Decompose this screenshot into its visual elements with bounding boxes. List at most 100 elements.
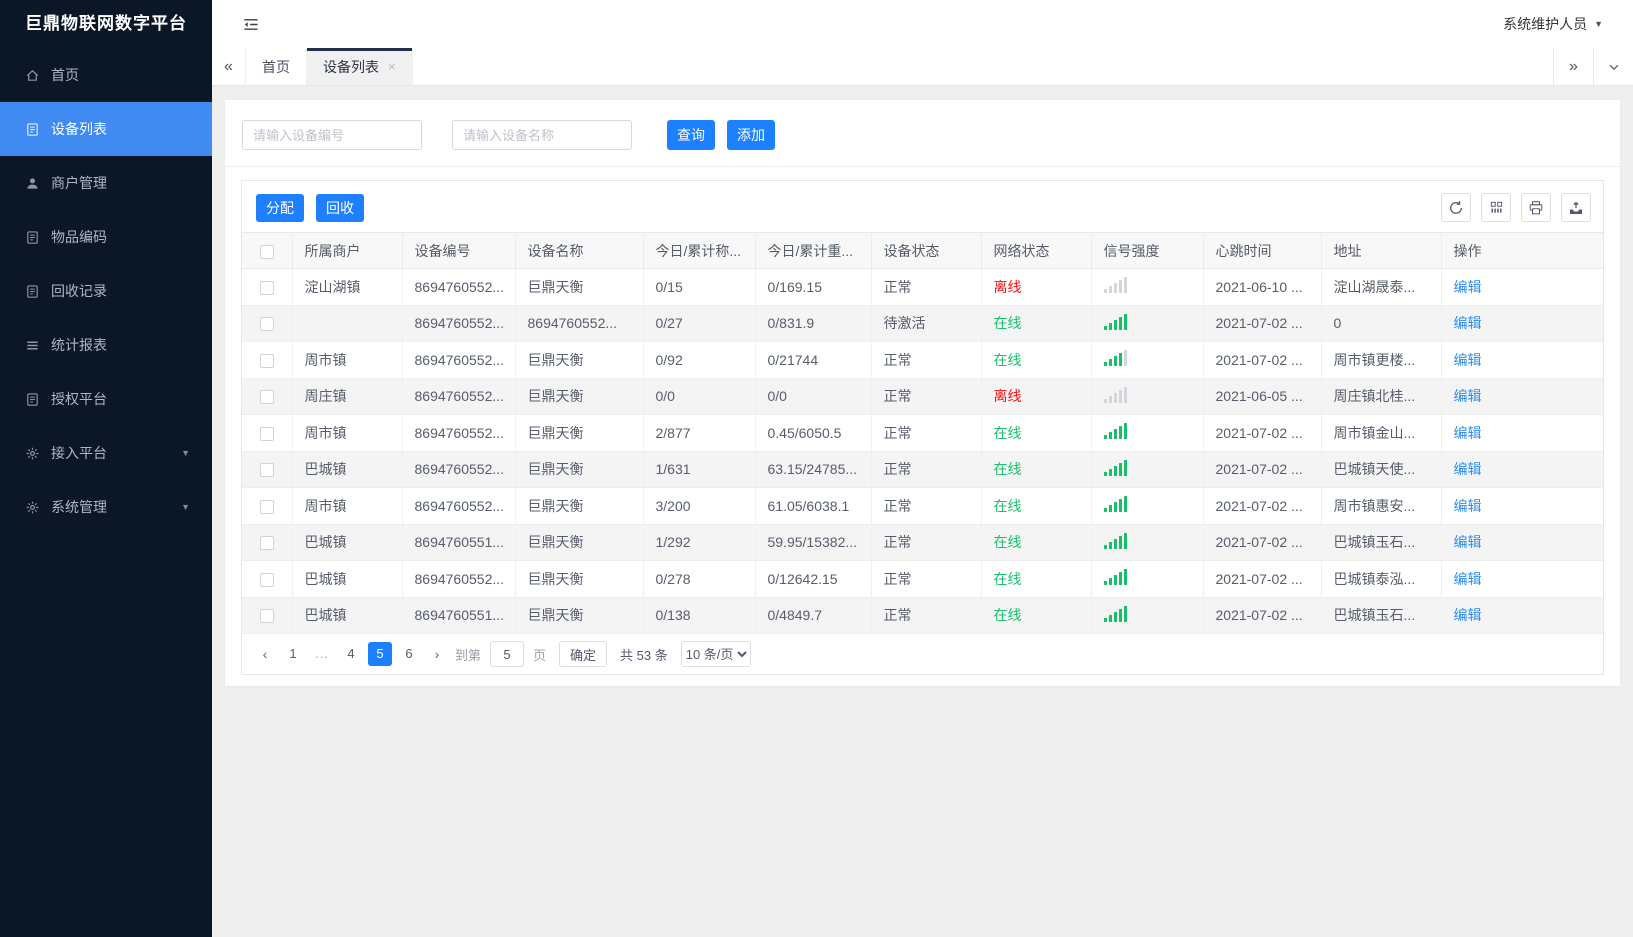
device-list-card: 查询 添加 分配 回收	[225, 100, 1620, 686]
cell-address: 巴城镇天使...	[1321, 451, 1442, 488]
columns-icon[interactable]	[1481, 193, 1511, 222]
print-icon[interactable]	[1521, 193, 1551, 222]
tab-device-list[interactable]: 设备列表 ×	[307, 48, 413, 85]
tabs-scroll-right-button[interactable]: »	[1553, 48, 1593, 85]
confirm-button[interactable]: 确定	[559, 641, 608, 667]
row-checkbox[interactable]	[259, 426, 274, 441]
sidebar-item-home[interactable]: 首页	[0, 48, 212, 102]
cell-merchant: 巴城镇	[292, 597, 403, 634]
next-page-icon[interactable]: ›	[434, 646, 440, 662]
sidebar-item-report[interactable]: 统计报表	[0, 318, 212, 372]
row-checkbox[interactable]	[259, 499, 274, 514]
tabs-scroll-left-button[interactable]: «	[212, 48, 246, 85]
cell-merchant: 巴城镇	[292, 524, 403, 561]
merchant-icon	[24, 175, 40, 191]
tabs-menu-button[interactable]	[1593, 48, 1633, 85]
sidebar-menu: 首页 设备列表 商户管理 物品编码 回收记录 统计报表 授权平台 接入平台 ▼ …	[0, 48, 212, 534]
cell-today-weight: 63.15/24785...	[755, 451, 872, 488]
cell-merchant: 巴城镇	[292, 451, 403, 488]
select-all-checkbox[interactable]	[259, 244, 274, 259]
add-button[interactable]: 添加	[727, 120, 775, 150]
cell-device-no: 8694760552...	[402, 451, 516, 488]
page-ellipsis[interactable]: ...	[315, 646, 329, 661]
cell-heartbeat: 2021-06-05 ...	[1203, 378, 1322, 415]
row-checkbox[interactable]	[259, 609, 274, 624]
prev-page-icon[interactable]: ‹	[262, 646, 268, 662]
recycle-button[interactable]: 回收	[316, 193, 364, 222]
sidebar-item-system-manage[interactable]: 系统管理 ▼	[0, 480, 212, 534]
network-status-badge: 在线	[993, 315, 1022, 332]
column-header: 设备编号	[402, 232, 516, 269]
column-header: 心跳时间	[1203, 232, 1322, 269]
row-checkbox[interactable]	[259, 463, 274, 478]
export-icon[interactable]	[1561, 193, 1591, 222]
signal-strength-icon	[1103, 386, 1127, 403]
cell-today-weight: 0/0	[755, 378, 872, 415]
edit-link[interactable]: 编辑	[1453, 278, 1482, 295]
edit-link[interactable]: 编辑	[1453, 315, 1482, 332]
report-icon	[24, 337, 40, 353]
user-dropdown[interactable]: 系统维护人员 ▼	[1503, 14, 1603, 34]
edit-link[interactable]: 编辑	[1453, 607, 1482, 624]
page-6[interactable]: 6	[405, 646, 413, 661]
table-row: 巴城镇 8694760552... 巨鼎天衡 1/631 63.15/24785…	[242, 451, 1603, 488]
edit-link[interactable]: 编辑	[1453, 424, 1482, 441]
network-status-badge: 离线	[993, 278, 1022, 295]
device-no-input[interactable]	[242, 120, 422, 150]
page-size-select[interactable]: 10 条/页	[680, 641, 751, 667]
column-header: 地址	[1321, 232, 1442, 269]
table-body: 淀山湖镇 8694760552... 巨鼎天衡 0/15 0/169.15 正常…	[242, 268, 1603, 634]
sidebar-item-auth-platform[interactable]: 授权平台	[0, 372, 212, 426]
cell-address: 周市镇惠安...	[1321, 487, 1442, 525]
cell-today-weight: 0/21744	[755, 341, 872, 379]
close-icon[interactable]: ×	[388, 59, 396, 74]
sidebar-item-device-list[interactable]: 设备列表	[0, 102, 212, 156]
sidebar-item-label: 系统管理	[51, 499, 107, 515]
signal-strength-icon	[1103, 569, 1127, 586]
sidebar-item-label: 回收记录	[51, 283, 107, 299]
sidebar-item-label: 商户管理	[51, 175, 107, 191]
network-status-badge: 离线	[993, 388, 1022, 405]
row-checkbox[interactable]	[259, 280, 274, 295]
column-header: 操作	[1441, 232, 1603, 269]
network-status-badge: 在线	[993, 461, 1022, 478]
assign-button[interactable]: 分配	[256, 193, 304, 222]
page-5[interactable]: 5	[368, 642, 392, 666]
page-1[interactable]: 1	[289, 646, 297, 661]
page-4[interactable]: 4	[347, 646, 355, 661]
row-checkbox[interactable]	[259, 390, 274, 405]
column-header: 所属商户	[292, 232, 403, 269]
jump-page-input[interactable]	[490, 641, 525, 667]
row-checkbox[interactable]	[259, 317, 274, 332]
edit-link[interactable]: 编辑	[1453, 570, 1482, 587]
edit-link[interactable]: 编辑	[1453, 534, 1482, 551]
edit-link[interactable]: 编辑	[1453, 351, 1482, 368]
sidebar-item-access-platform[interactable]: 接入平台 ▼	[0, 426, 212, 480]
cell-device-no: 8694760552...	[402, 378, 516, 415]
jump-unit: 页	[533, 647, 547, 663]
table-row: 周市镇 8694760552... 巨鼎天衡 3/200 61.05/6038.…	[242, 487, 1603, 525]
row-checkbox[interactable]	[259, 353, 274, 368]
edit-link[interactable]: 编辑	[1453, 388, 1482, 405]
network-status-badge: 在线	[993, 534, 1022, 551]
table-row: 周市镇 8694760552... 巨鼎天衡 0/92 0/21744 正常 在…	[242, 341, 1603, 379]
table-row: 巴城镇 8694760552... 巨鼎天衡 0/278 0/12642.15 …	[242, 560, 1603, 598]
row-checkbox[interactable]	[259, 536, 274, 551]
edit-link[interactable]: 编辑	[1453, 497, 1482, 514]
sidebar-item-item-code[interactable]: 物品编码	[0, 210, 212, 264]
refresh-icon[interactable]	[1441, 193, 1471, 222]
sidebar-item-recycle-record[interactable]: 回收记录	[0, 264, 212, 318]
auth-platform-icon	[24, 391, 40, 407]
edit-link[interactable]: 编辑	[1453, 461, 1482, 478]
device-name-input[interactable]	[452, 120, 632, 150]
cell-today-weight: 0/4849.7	[755, 597, 872, 634]
menu-fold-icon[interactable]	[242, 17, 260, 32]
row-checkbox[interactable]	[259, 572, 274, 587]
query-button[interactable]: 查询	[667, 120, 715, 150]
sidebar-item-label: 首页	[51, 67, 79, 83]
access-platform-icon	[24, 445, 40, 461]
signal-strength-icon	[1103, 277, 1127, 294]
tab-home[interactable]: 首页	[246, 48, 307, 85]
cell-device-name: 巨鼎天衡	[515, 414, 644, 452]
sidebar-item-merchant[interactable]: 商户管理	[0, 156, 212, 210]
